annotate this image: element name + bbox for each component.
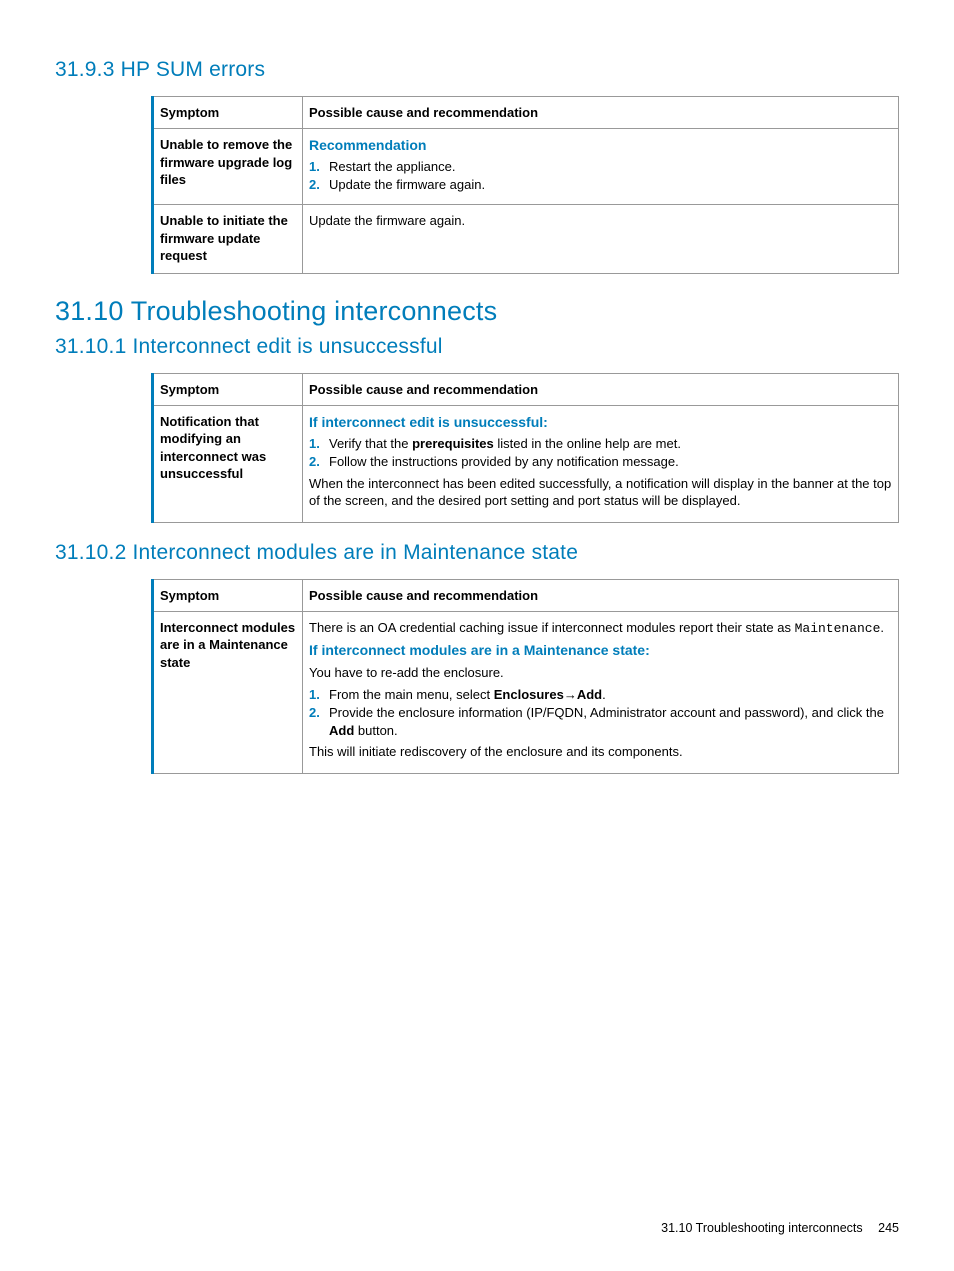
page-footer: 31.10 Troubleshooting interconnects 245 — [661, 1221, 899, 1235]
table-header-row: Symptom Possible cause and recommendatio… — [153, 579, 899, 611]
step-text: listed in the online help are met. — [494, 436, 681, 451]
intro-post: . — [880, 620, 884, 635]
table-31102: Symptom Possible cause and recommendatio… — [151, 579, 899, 774]
step-text: From the main menu, select — [329, 687, 494, 702]
after-text: This will initiate rediscovery of the en… — [309, 743, 892, 761]
col-symptom: Symptom — [153, 579, 303, 611]
page-number: 245 — [878, 1221, 899, 1235]
step-text: Verify that the — [329, 436, 412, 451]
step-item: Provide the enclosure information (IP/FQ… — [327, 704, 892, 739]
intro-text: There is an OA credential caching issue … — [309, 619, 892, 638]
heading-31101: 31.10.1 Interconnect edit is unsuccessfu… — [55, 335, 899, 359]
heading-3110: 31.10 Troubleshooting interconnects — [55, 296, 899, 327]
heading-31102: 31.10.2 Interconnect modules are in Main… — [55, 541, 899, 565]
symptom-cell: Interconnect modules are in a Maintenanc… — [153, 611, 303, 773]
step-text: . — [602, 687, 606, 702]
symptom-cell: Unable to initiate the firmware update r… — [153, 204, 303, 273]
cause-cell: Update the firmware again. — [303, 204, 899, 273]
step-bold: Add — [577, 687, 602, 702]
steps-list: Restart the appliance. Update the firmwa… — [309, 158, 892, 194]
recommendation-head: Recommendation — [309, 136, 892, 155]
table-row: Unable to initiate the firmware update r… — [153, 204, 899, 273]
after-text: When the interconnect has been edited su… — [309, 475, 892, 510]
step-arrow: → — [564, 687, 577, 702]
footer-text: 31.10 Troubleshooting interconnects — [661, 1221, 863, 1235]
table-row: Interconnect modules are in a Maintenanc… — [153, 611, 899, 773]
cause-cell: Recommendation Restart the appliance. Up… — [303, 129, 899, 205]
recommendation-head: If interconnect edit is unsuccessful: — [309, 413, 892, 432]
page: 31.9.3 HP SUM errors Symptom Possible ca… — [0, 0, 954, 1271]
step-text: Provide the enclosure information (IP/FQ… — [329, 705, 884, 720]
step-item: Verify that the prerequisites listed in … — [327, 435, 892, 453]
readd-text: You have to re-add the enclosure. — [309, 664, 892, 682]
col-cause: Possible cause and recommendation — [303, 373, 899, 405]
step-bold: Add — [329, 723, 354, 738]
cause-cell: If interconnect edit is unsuccessful: Ve… — [303, 405, 899, 522]
steps-list: Verify that the prerequisites listed in … — [309, 435, 892, 471]
col-symptom: Symptom — [153, 97, 303, 129]
step-bold: Enclosures — [494, 687, 564, 702]
step-item: From the main menu, select Enclosures→Ad… — [327, 686, 892, 704]
step-bold: prerequisites — [412, 436, 494, 451]
step-item: Update the firmware again. — [327, 176, 892, 194]
recommendation-head: If interconnect modules are in a Mainten… — [309, 641, 892, 660]
table-3193: Symptom Possible cause and recommendatio… — [151, 96, 899, 274]
symptom-cell: Unable to remove the firmware upgrade lo… — [153, 129, 303, 205]
step-item: Follow the instructions provided by any … — [327, 453, 892, 471]
col-symptom: Symptom — [153, 373, 303, 405]
heading-3193: 31.9.3 HP SUM errors — [55, 58, 899, 82]
table-header-row: Symptom Possible cause and recommendatio… — [153, 373, 899, 405]
table-31101: Symptom Possible cause and recommendatio… — [151, 373, 899, 523]
table-header-row: Symptom Possible cause and recommendatio… — [153, 97, 899, 129]
cause-cell: There is an OA credential caching issue … — [303, 611, 899, 773]
col-cause: Possible cause and recommendation — [303, 97, 899, 129]
table-row: Notification that modifying an interconn… — [153, 405, 899, 522]
steps-list: From the main menu, select Enclosures→Ad… — [309, 686, 892, 740]
symptom-cell: Notification that modifying an interconn… — [153, 405, 303, 522]
table-row: Unable to remove the firmware upgrade lo… — [153, 129, 899, 205]
step-item: Restart the appliance. — [327, 158, 892, 176]
step-text: button. — [354, 723, 397, 738]
intro-pre: There is an OA credential caching issue … — [309, 620, 795, 635]
col-cause: Possible cause and recommendation — [303, 579, 899, 611]
intro-mono: Maintenance — [795, 621, 881, 636]
